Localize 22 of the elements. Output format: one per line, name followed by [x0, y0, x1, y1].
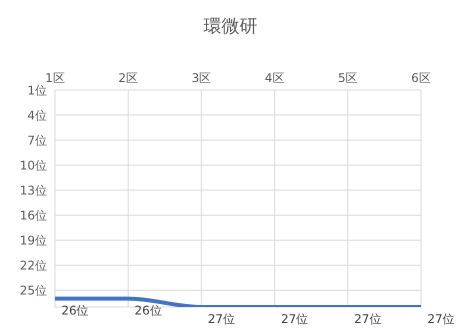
y-tick-label: 13位	[20, 183, 47, 198]
text: 27位	[354, 312, 382, 326]
x-tick-label: 6区	[411, 71, 431, 85]
x-tick-label: 4区	[264, 71, 284, 85]
y-tick-label: 4位	[27, 108, 47, 122]
text: 27位	[208, 312, 236, 326]
y-tick-label: 16位	[20, 208, 47, 222]
y-tick-label: 7位	[27, 133, 47, 148]
y-tick-label: 22位	[20, 258, 47, 273]
y-tick-label: 19位	[20, 233, 47, 248]
y-tick-label: 1位	[27, 83, 47, 98]
x-tick-label: 5区	[338, 71, 358, 85]
x-tick-label: 2区	[118, 71, 138, 85]
x-tick-label: 1区	[45, 71, 65, 85]
chart-title: 環微研	[202, 15, 258, 38]
text: 27位	[280, 312, 308, 326]
y-tick-label: 25位	[20, 284, 47, 298]
x-tick-label: 3区	[192, 71, 212, 85]
y-tick-label: 10位	[20, 158, 47, 172]
text: 27位	[427, 312, 455, 326]
text: 26位	[134, 304, 162, 318]
text: 26位	[61, 304, 89, 318]
